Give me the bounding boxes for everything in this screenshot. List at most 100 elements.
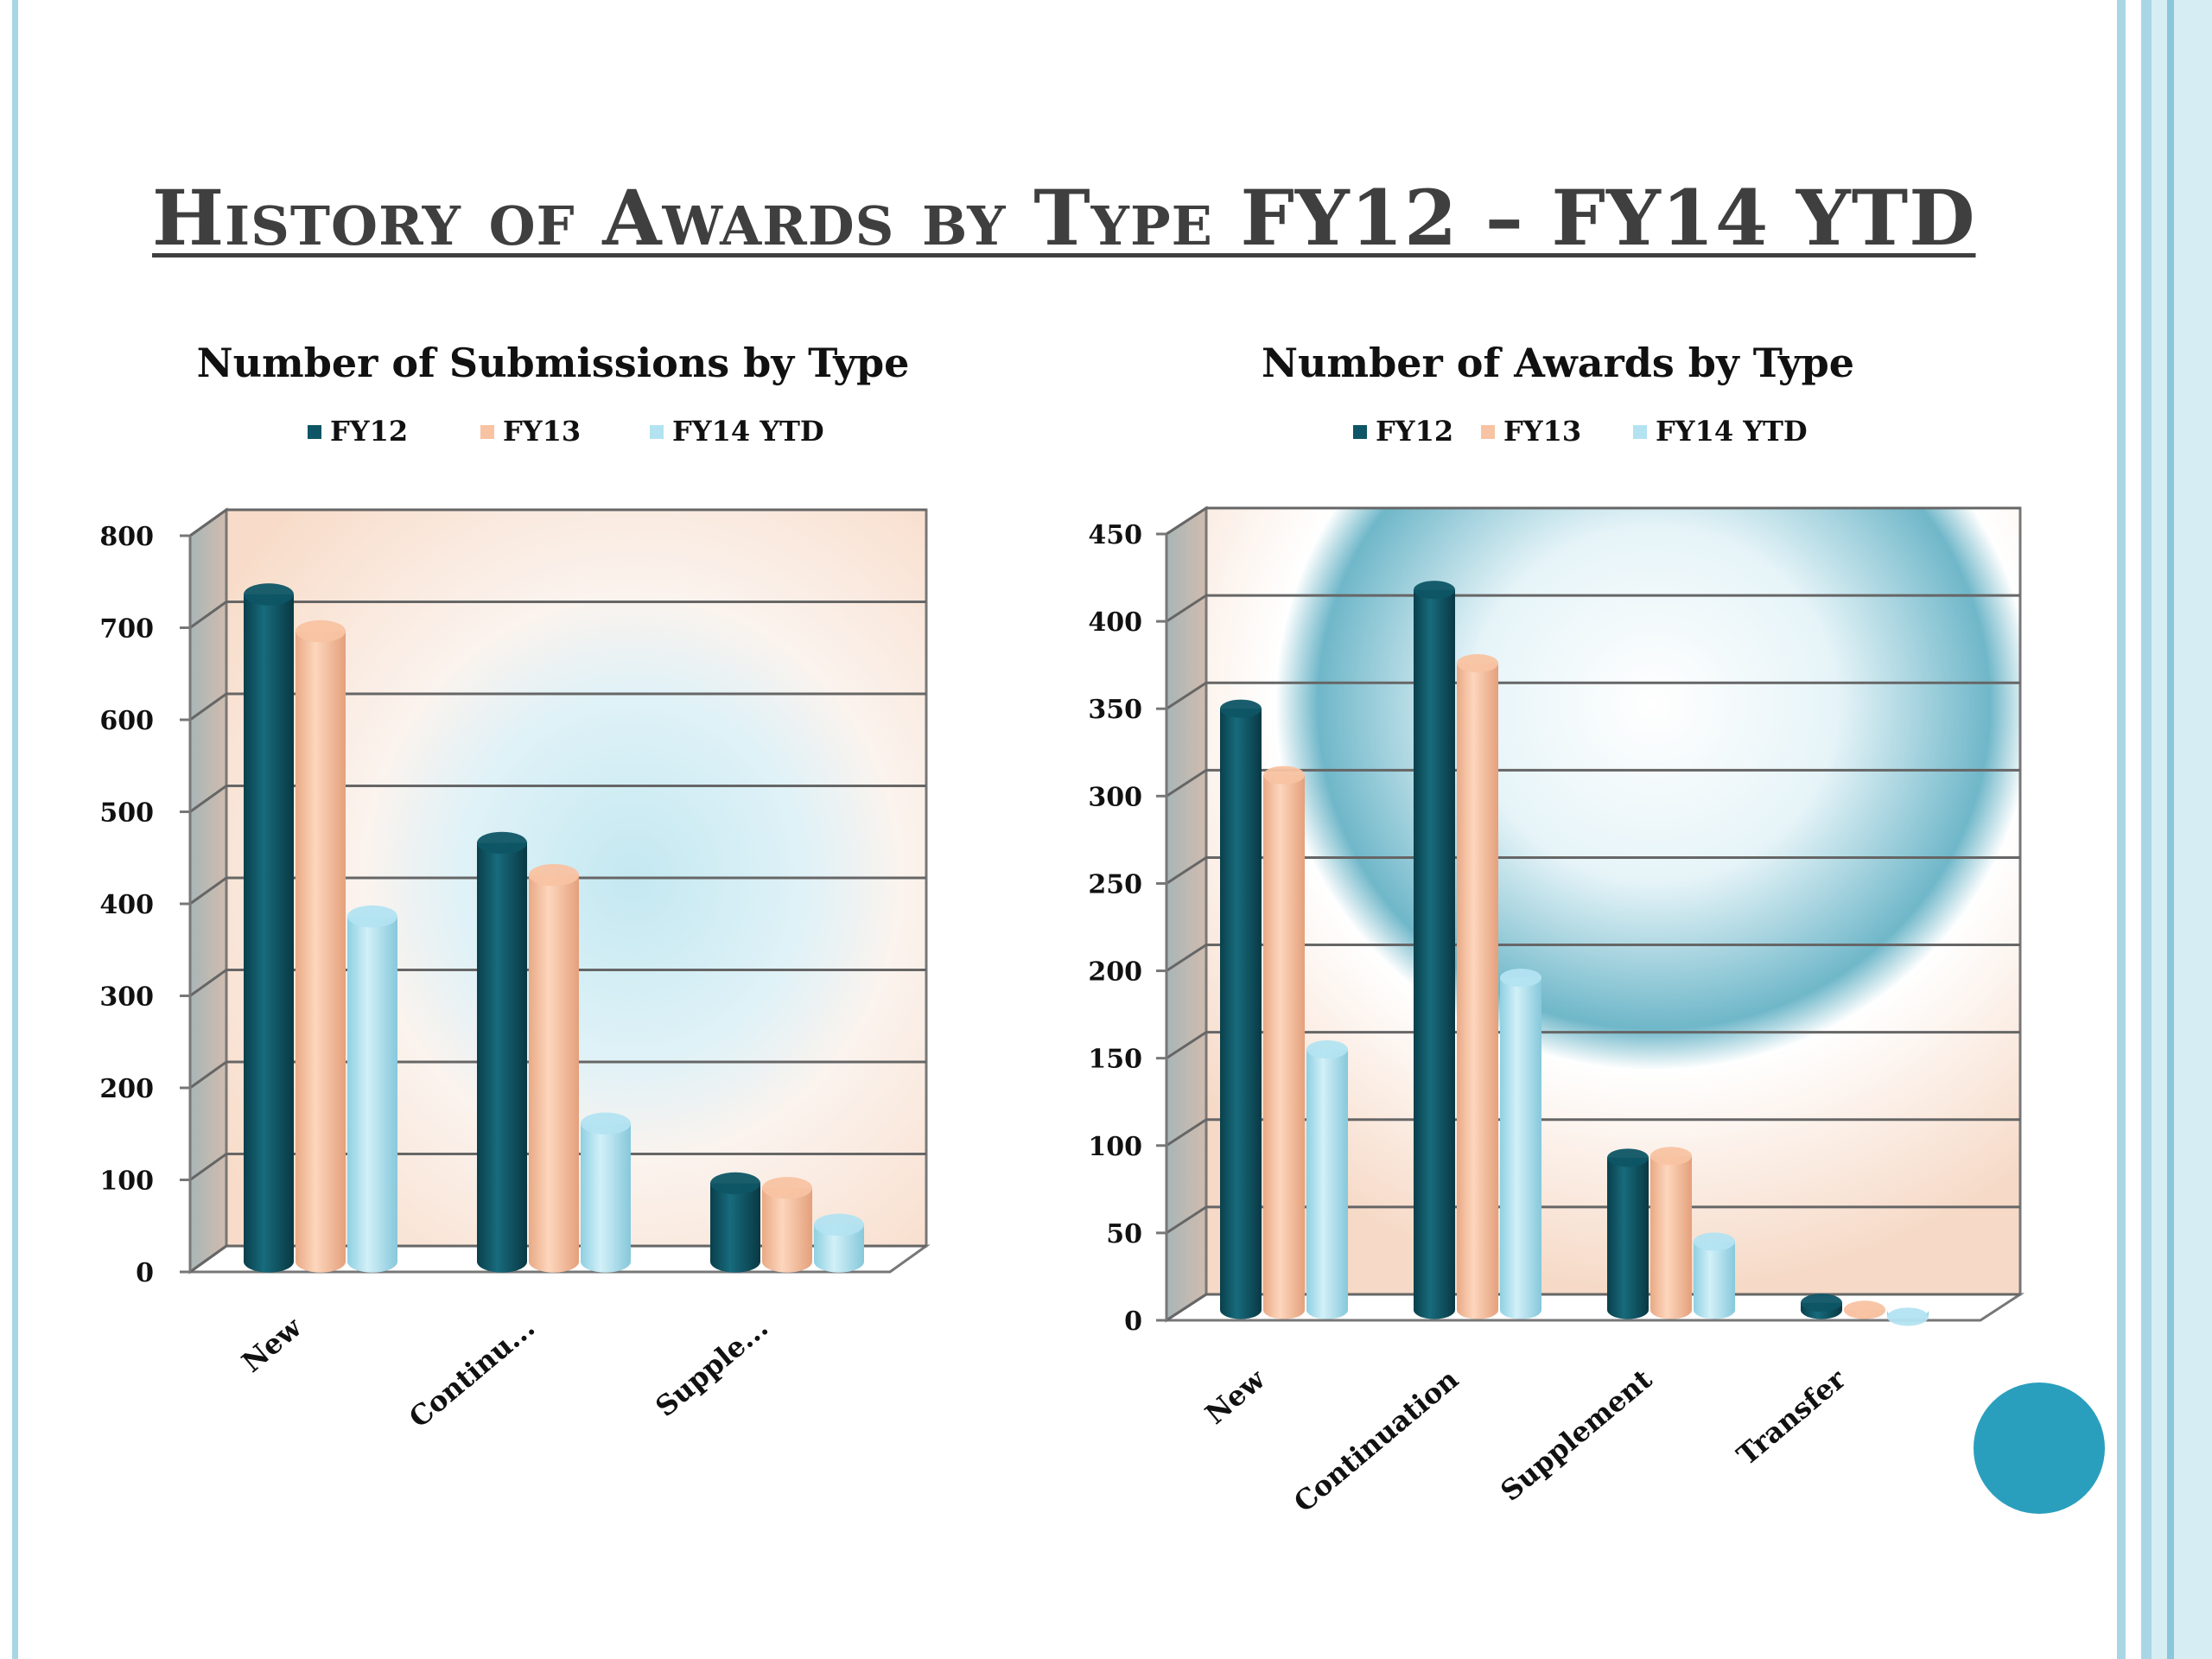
- y-tick-label: 200: [1088, 957, 1142, 988]
- gridline: [189, 969, 926, 997]
- bar-fy12: [1220, 709, 1262, 1319]
- legend-swatch-fy13: [480, 425, 494, 439]
- y-tick-label: 300: [99, 982, 154, 1013]
- bar-top-fy13: [1457, 654, 1498, 673]
- bar-top-fy12: [1801, 1294, 1842, 1313]
- y-tick-label: 400: [1088, 607, 1142, 638]
- bar-top-fy14-ytd: [1887, 1307, 1929, 1326]
- bar-fy12: [1607, 1157, 1649, 1319]
- bar-top-fy13: [1263, 766, 1305, 785]
- y-tick-label: 500: [99, 798, 154, 829]
- legend-label: FY13: [503, 415, 581, 448]
- awards-chart: Number of Awards by Type FY12 FY13 FY14 YTD…: [1088, 340, 2025, 1519]
- y-tick-label: 0: [1124, 1306, 1142, 1337]
- legend-label: FY13: [1503, 415, 1581, 448]
- y-tick-label: 600: [99, 706, 154, 736]
- legend-swatch-fy14-ytd: [1633, 425, 1647, 439]
- bar-top-fy13: [1844, 1300, 1885, 1319]
- legend-label: FY14 YTD: [672, 415, 824, 448]
- gridline: [189, 1060, 926, 1090]
- right-border-stripe: [2167, 0, 2174, 1659]
- gridline: [1166, 855, 2020, 885]
- bar-top-fy12: [1414, 581, 1455, 600]
- y-tick-label: 300: [1088, 782, 1142, 812]
- category-label: Transfer: [1731, 1362, 1853, 1471]
- bar-fy12: [1414, 589, 1455, 1319]
- bar-top-fy12: [244, 583, 294, 606]
- gridline: [189, 785, 926, 813]
- gridline: [189, 1153, 926, 1181]
- y-tick-label: 0: [136, 1258, 154, 1288]
- bar-fy12: [710, 1183, 760, 1273]
- category-label: Continu...: [403, 1311, 541, 1434]
- bar-fy14-ytd: [814, 1224, 864, 1273]
- y-tick-label: 350: [1088, 695, 1142, 725]
- left-border-decoration: [12, 0, 18, 1659]
- category-label: Continuation: [1287, 1363, 1465, 1519]
- slide-title: History of Awards by Type FY12 – FY14 YT…: [152, 173, 1976, 263]
- category-label: Supplement: [1494, 1363, 1658, 1508]
- bar-fy13: [529, 874, 579, 1273]
- legend-label: FY12: [1376, 415, 1453, 448]
- gridline: [189, 601, 926, 629]
- bar-top-fy12: [1607, 1148, 1649, 1167]
- gridline: [1166, 1293, 2020, 1322]
- category-label: Supple...: [649, 1311, 774, 1423]
- bar-top-fy12: [710, 1172, 760, 1195]
- gridline: [1166, 1118, 2020, 1147]
- gridline: [1166, 944, 2020, 972]
- legend-swatch-fy14-ytd: [650, 425, 664, 439]
- chart-title: Number of Awards by Type: [1262, 340, 1854, 386]
- bar-top-fy14-ytd: [1694, 1232, 1735, 1251]
- y-tick-label: 100: [99, 1166, 154, 1197]
- y-tick-label: 150: [1088, 1045, 1142, 1075]
- bar-top-fy12: [1220, 699, 1262, 718]
- y-tick-label: 250: [1088, 869, 1142, 899]
- legend-label: FY14 YTD: [1656, 415, 1808, 448]
- bar-fy13: [296, 631, 346, 1273]
- right-border-stripe: [2141, 0, 2152, 1659]
- y-tick-label: 450: [1088, 520, 1142, 550]
- bar-fy13: [1457, 663, 1498, 1319]
- y-tick-label: 700: [99, 614, 154, 645]
- right-border-stripe: [2117, 0, 2126, 1659]
- legend-swatch-fy13: [1481, 425, 1495, 439]
- gridline: [189, 1244, 926, 1274]
- gridline: [1166, 594, 2020, 623]
- gridline: [1166, 1205, 2020, 1235]
- bar-fy14-ytd: [347, 916, 397, 1273]
- bar-fy13: [1650, 1155, 1692, 1319]
- gridline: [189, 876, 926, 906]
- y-tick-label: 200: [99, 1074, 154, 1104]
- decorative-circle: [1974, 1382, 2105, 1514]
- y-tick-label: 50: [1106, 1219, 1142, 1249]
- bar-fy14-ytd: [1694, 1241, 1735, 1319]
- bar-top-fy13: [529, 863, 579, 887]
- bar-top-fy14-ytd: [1500, 969, 1541, 988]
- legend-label: FY12: [330, 415, 408, 448]
- bar-top-fy12: [477, 831, 527, 855]
- bar-top-fy14-ytd: [581, 1112, 631, 1135]
- y-tick-label: 800: [99, 522, 154, 552]
- right-border-decoration: [2117, 0, 2212, 1659]
- bar-fy12: [244, 594, 294, 1273]
- bar-fy14-ytd: [581, 1123, 631, 1273]
- gridline: [1166, 506, 2020, 536]
- bar-top-fy14-ytd: [347, 905, 397, 928]
- plot-side-wall: [1165, 505, 1208, 1323]
- gridline: [1166, 1031, 2020, 1059]
- bar-top-fy14-ytd: [1306, 1039, 1348, 1059]
- y-tick-label: 400: [99, 890, 154, 920]
- legend-swatch-fy12: [1353, 425, 1367, 439]
- gridline: [189, 692, 926, 721]
- y-tick-label: 100: [1088, 1132, 1142, 1162]
- bar-fy12: [477, 842, 527, 1273]
- bar-fy14-ytd: [1500, 977, 1541, 1319]
- category-label: New: [1199, 1362, 1273, 1431]
- gridline: [189, 508, 926, 537]
- bar-top-fy13: [1650, 1147, 1692, 1166]
- charts-canvas: Number of Submissions by Type FY12 FY13 FY1…: [99, 340, 2025, 1519]
- bar-top-fy14-ytd: [814, 1213, 864, 1236]
- chart-title: Number of Submissions by Type: [197, 340, 910, 386]
- category-label: New: [236, 1310, 309, 1379]
